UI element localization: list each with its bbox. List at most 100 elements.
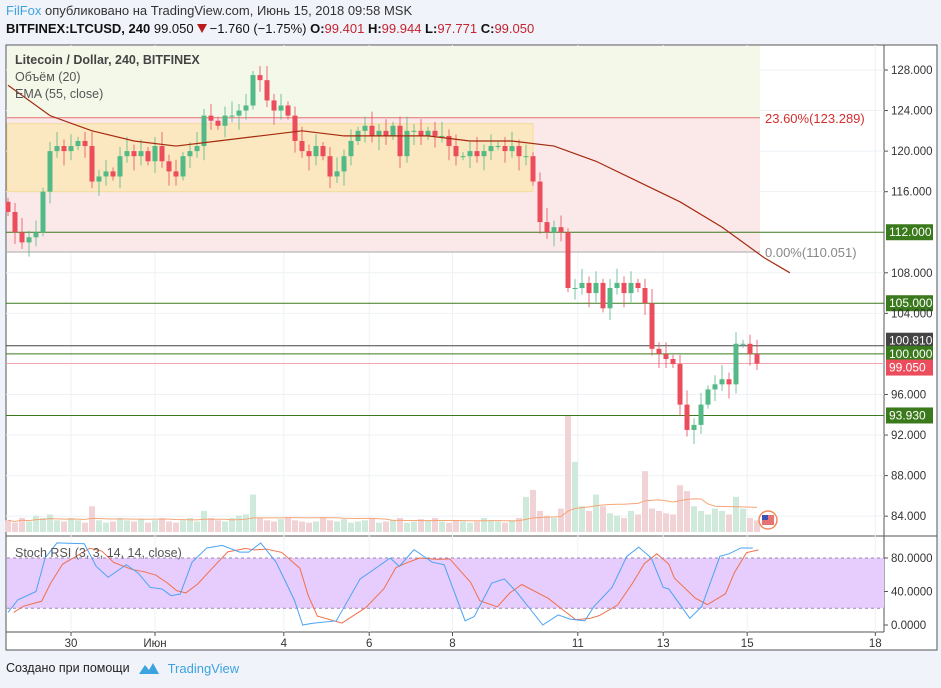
- candle-up: [572, 288, 578, 290]
- volume-bar: [418, 519, 424, 532]
- candle-down: [670, 358, 676, 365]
- level-label: 99.050: [889, 361, 926, 375]
- fib-label: 0.00%(110.051): [765, 245, 857, 260]
- volume-bar: [432, 517, 438, 532]
- volume-bar: [131, 521, 137, 532]
- candle-down: [19, 232, 25, 243]
- candle-up: [222, 115, 228, 126]
- volume-bar: [425, 520, 431, 532]
- volume-bar: [19, 517, 25, 532]
- volume-bar: [754, 520, 760, 532]
- candle-up: [481, 151, 487, 157]
- candle-up: [712, 384, 718, 390]
- stoch-d-line: [13, 547, 759, 624]
- candle-down: [649, 303, 655, 349]
- candle-down: [208, 115, 214, 121]
- candle-down: [656, 348, 662, 354]
- candle-up: [243, 105, 249, 111]
- volume-bar: [544, 515, 550, 532]
- candle-up: [68, 146, 74, 152]
- candle-down: [586, 282, 592, 294]
- volume-bar: [208, 517, 214, 532]
- y-tick-label: 92.000: [891, 430, 926, 442]
- candle-down: [12, 211, 18, 233]
- volume-bar: [348, 522, 354, 532]
- candle-up: [579, 282, 585, 289]
- candle-up: [362, 125, 368, 131]
- level-label: 112.000: [889, 225, 932, 239]
- candle-down: [600, 282, 606, 309]
- volume-bar: [89, 506, 95, 532]
- candle-up: [593, 282, 599, 294]
- y-tick-label: 128.000: [891, 65, 933, 77]
- x-tick-label: 4: [281, 638, 288, 650]
- volume-bar: [117, 517, 123, 532]
- candle-down: [285, 105, 291, 116]
- tradingview-logo-icon: [138, 663, 159, 674]
- candle-down: [369, 125, 375, 136]
- candle-down: [621, 282, 627, 294]
- volume-bar: [173, 522, 179, 532]
- y-tick-label: 104.000: [891, 308, 933, 320]
- close-value: 99.050: [494, 21, 535, 36]
- level-label: 93.930: [889, 408, 926, 422]
- tradingview-link[interactable]: TradingView: [167, 660, 240, 676]
- candle-down: [565, 232, 571, 289]
- candle-up: [47, 151, 53, 192]
- candle-up: [488, 146, 494, 152]
- volume-bar: [250, 494, 256, 532]
- volume-bar: [712, 508, 718, 532]
- volume-bar: [558, 508, 564, 532]
- candle-up: [187, 151, 193, 157]
- volume-bar: [61, 521, 67, 532]
- volume-bar: [446, 522, 452, 532]
- candle-down: [159, 146, 165, 162]
- volume-bar: [607, 513, 613, 532]
- candle-down: [271, 100, 277, 111]
- candle-up: [495, 146, 501, 148]
- volume-bar: [383, 521, 389, 532]
- candle-down: [530, 156, 536, 182]
- x-tick-label: 13: [657, 638, 670, 650]
- candle-up: [313, 146, 319, 157]
- x-tick-label: 15: [741, 638, 754, 650]
- y-tick-label: 88.000: [891, 471, 926, 483]
- candle-up: [33, 232, 39, 238]
- chart-title: Litecoin / Dollar, 240, BITFINEX: [15, 53, 200, 67]
- candle-up: [425, 130, 431, 136]
- level-label: 100.810: [889, 334, 933, 348]
- candle-down: [299, 140, 305, 152]
- volume-bar: [103, 522, 109, 532]
- volume-bar: [285, 517, 291, 532]
- volume-bar: [467, 522, 473, 532]
- x-tick-label: 30: [65, 638, 78, 650]
- candle-down: [537, 181, 543, 223]
- candle-down: [474, 151, 480, 157]
- volume-bar: [75, 520, 81, 532]
- candle-down: [558, 227, 564, 233]
- candle-up: [341, 156, 347, 172]
- volume-bar: [537, 510, 543, 532]
- down-arrow-icon: [196, 24, 207, 33]
- stoch-legend: Stoch RSI (3, 3, 14, 14, close): [15, 546, 182, 560]
- volume-bar: [677, 485, 683, 532]
- candle-up: [229, 115, 235, 117]
- volume-bar: [600, 506, 606, 532]
- candle-down: [110, 171, 116, 177]
- candle-down: [173, 171, 179, 177]
- candle-down: [446, 135, 452, 147]
- candle-up: [467, 151, 473, 157]
- candle-up: [124, 151, 130, 157]
- volume-bar: [579, 506, 585, 532]
- fib-label: 23.60%(123.289): [765, 111, 865, 126]
- candle-up: [26, 237, 32, 243]
- candle-down: [635, 282, 641, 289]
- author-link[interactable]: FilFox: [6, 3, 42, 18]
- candle-down: [726, 379, 732, 385]
- low-value: 97.771: [437, 21, 478, 36]
- candle-up: [40, 191, 46, 233]
- candle-down: [89, 146, 95, 182]
- volume-bar: [453, 520, 459, 532]
- volume-bar: [257, 517, 263, 532]
